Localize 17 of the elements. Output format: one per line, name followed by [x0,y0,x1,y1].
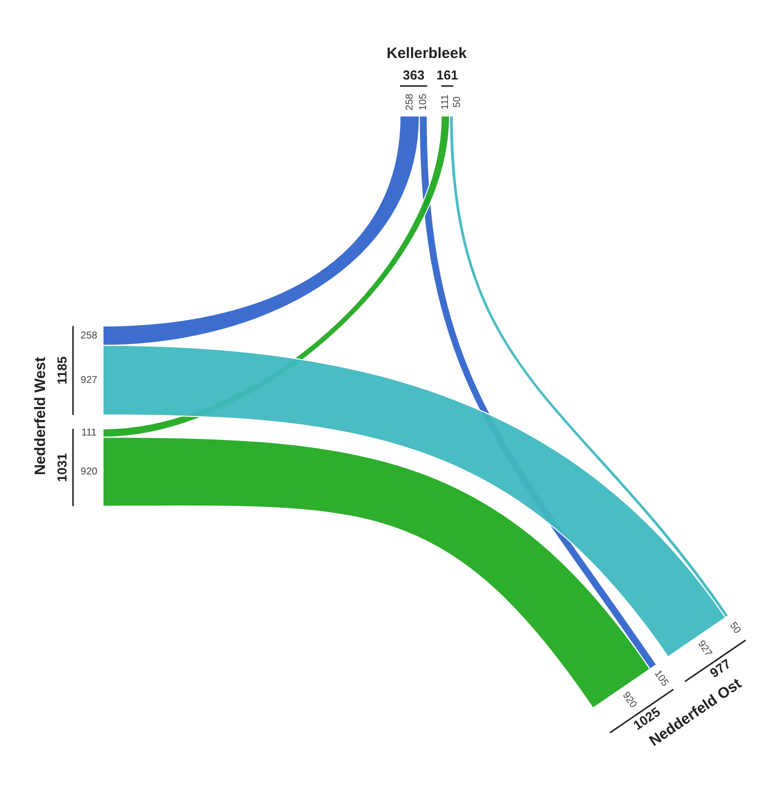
data-label: 258 [80,330,98,342]
data-label: 50 [452,96,464,108]
text: 363 [402,67,424,82]
text: 111 [81,428,98,439]
data-label: 920 [620,690,639,711]
data-label: 111 [440,94,452,110]
category-label: Kellerbleek [386,44,468,62]
text: 105 [418,93,429,110]
text: 258 [404,93,416,110]
data-label: 927 [80,374,98,386]
text: 1185 [54,356,70,385]
text: 920 [80,466,98,478]
text: 1031 [54,453,70,482]
text: 50 [727,620,743,636]
text: 161 [436,67,458,82]
data-label: 105 [652,668,671,689]
category-label: Nedderfeld West [32,357,49,476]
